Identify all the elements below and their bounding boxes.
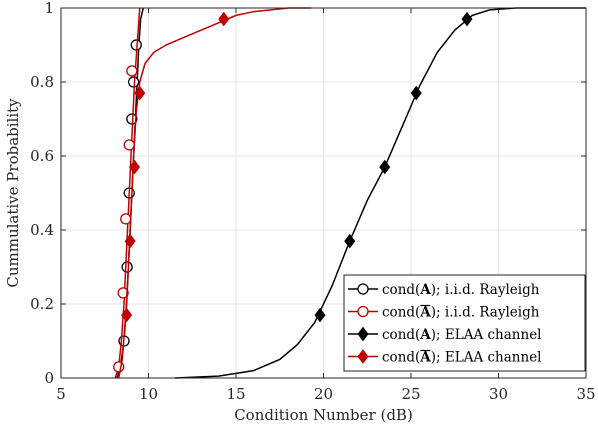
legend-label: cond(A); i.i.d. Rayleigh — [382, 305, 540, 321]
x-tick-label: 20 — [314, 385, 333, 403]
data-point — [126, 65, 138, 77]
legend-label-symbol: A — [419, 282, 431, 298]
legend-entry: cond(A); i.i.d. Rayleigh — [348, 305, 540, 321]
series-line — [114, 7, 141, 379]
legend-label: cond(A); i.i.d. Rayleigh — [382, 282, 540, 298]
legend-label-symbol: A — [419, 350, 431, 366]
series-3 — [174, 7, 586, 379]
x-tick-label: 10 — [139, 385, 158, 403]
y-tick-label: 0.4 — [30, 221, 54, 239]
data-point — [357, 349, 369, 364]
series-line — [118, 7, 312, 379]
legend-label-suffix: ); i.i.d. Rayleigh — [431, 305, 540, 321]
y-tick-label: 1 — [44, 0, 54, 17]
legend-label-suffix: ); ELAA channel — [431, 350, 542, 366]
series-4 — [118, 7, 312, 379]
legend-label-symbol: A — [419, 327, 431, 343]
data-point — [124, 233, 136, 249]
data-point — [461, 11, 473, 27]
data-point — [117, 287, 129, 299]
legend-label-prefix: cond( — [382, 327, 420, 343]
series-1 — [116, 7, 144, 379]
data-point — [344, 233, 356, 249]
y-tick-label: 0.6 — [30, 147, 54, 165]
legend-box — [343, 274, 586, 372]
data-point — [218, 11, 230, 27]
x-tick-label: 35 — [576, 385, 595, 403]
data-point — [129, 159, 140, 175]
legend-label-suffix: ); i.i.d. Rayleigh — [431, 282, 540, 298]
data-point — [314, 307, 326, 323]
legend-entry: cond(A); ELAA channel — [348, 326, 542, 343]
data-point — [121, 307, 133, 323]
data-point — [121, 261, 133, 273]
legend-label-prefix: cond( — [382, 350, 420, 366]
legend-entry: cond(A); ELAA channel — [348, 349, 542, 366]
data-point — [357, 326, 369, 342]
legend-label: cond(A); ELAA channel — [382, 327, 542, 343]
x-axis-label: Condition Number (dB) — [234, 406, 413, 424]
legend-label: cond(A); ELAA channel — [382, 350, 542, 366]
legend-label-prefix: cond( — [382, 282, 420, 298]
data-point — [357, 305, 369, 318]
y-tick-label: 0.2 — [30, 295, 54, 313]
x-tick-label: 25 — [401, 385, 420, 403]
data-point — [357, 283, 369, 295]
data-point — [410, 85, 422, 101]
x-tick-label: 15 — [226, 385, 245, 403]
x-tick-label: 30 — [489, 385, 508, 403]
legend-label-symbol: A — [419, 305, 431, 321]
tick-labels: 5 10 15 20 25 30 35 0 0.2 0.4 0.6 0.8 1 — [30, 0, 595, 403]
data-point — [134, 85, 146, 101]
data-point — [123, 139, 135, 151]
legend-label-prefix: cond( — [382, 305, 420, 321]
plot-series — [113, 7, 586, 379]
axes — [60, 7, 587, 379]
y-tick-label: 0 — [44, 369, 54, 387]
y-tick-label: 0.8 — [30, 73, 54, 91]
series-2 — [113, 7, 141, 379]
data-point — [120, 213, 132, 225]
data-point — [379, 159, 391, 175]
y-axis-label: Cummulative Probability — [4, 98, 22, 288]
legend-entry: cond(A); i.i.d. Rayleigh — [348, 282, 540, 298]
x-tick-label: 5 — [56, 385, 66, 403]
legend-label-suffix: ); ELAA channel — [431, 327, 542, 343]
